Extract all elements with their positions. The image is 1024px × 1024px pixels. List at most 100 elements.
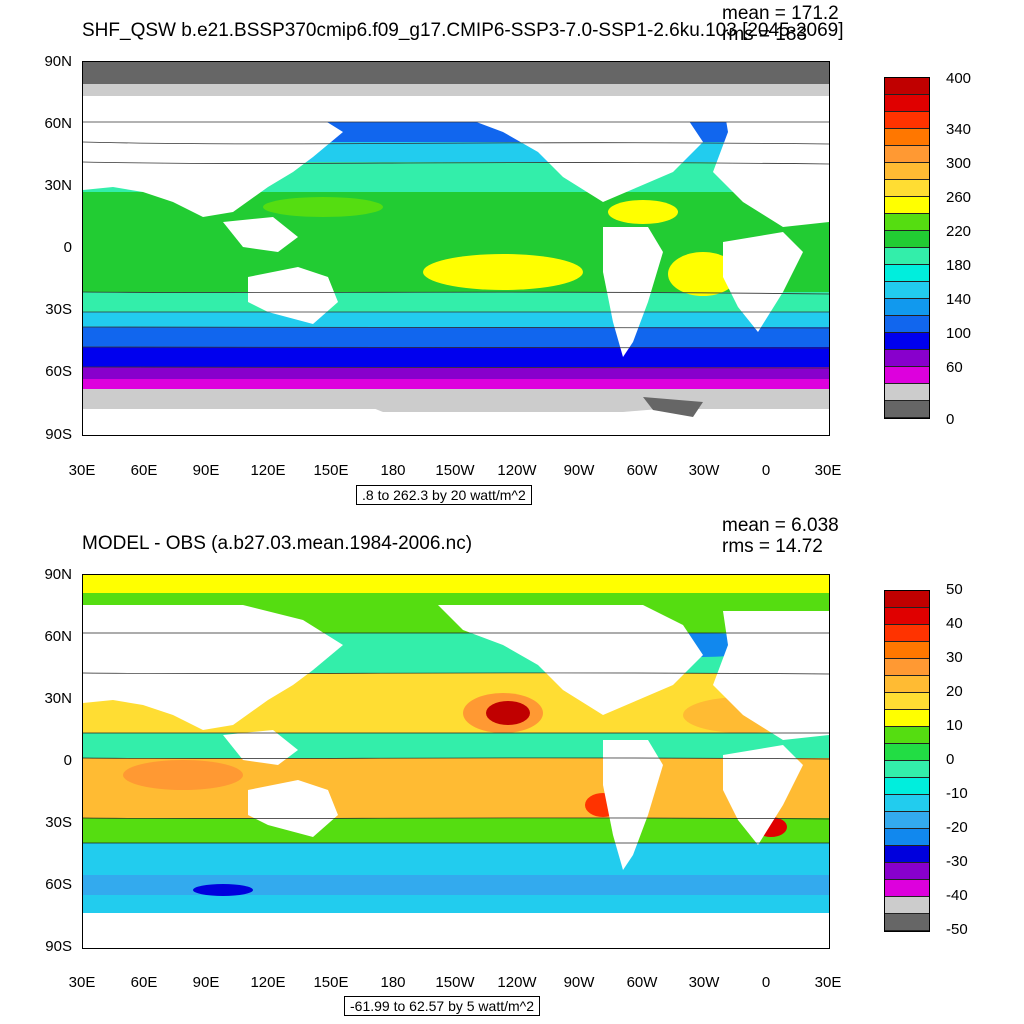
colorbar-segment [885, 384, 929, 401]
colorbar-segment [885, 214, 929, 231]
top-cbar-label-8: 60 [946, 359, 963, 376]
top-colorbar [884, 77, 930, 419]
bottom-rms: rms = 14.72 [722, 536, 823, 557]
bottom-cbar-label-4: 10 [946, 717, 963, 734]
colorbar-segment [885, 642, 929, 659]
bottom-cbar-label-2: 30 [946, 649, 963, 666]
colorbar-segment [885, 129, 929, 146]
bottom-cbar-label-3: 20 [946, 683, 963, 700]
top-xlabel-6: 150W [435, 462, 475, 479]
colorbar-segment [885, 659, 929, 676]
bottom-cbar-label-10: -50 [946, 921, 968, 938]
colorbar-segment [885, 180, 929, 197]
bottom-xlabel-11: 0 [761, 974, 771, 991]
top-cbar-label-1: 340 [946, 121, 972, 138]
top-cbar-label-7: 100 [946, 325, 972, 342]
colorbar-segment [885, 299, 929, 316]
bottom-xlabel-5: 180 [380, 974, 406, 991]
top-ylabel-5: 60S [45, 363, 72, 380]
colorbar-segment [885, 367, 929, 384]
colorbar-segment [885, 231, 929, 248]
top-range-label: .8 to 262.3 by 20 watt/m^2 [356, 485, 532, 505]
top-cbar-label-2: 300 [946, 155, 972, 172]
top-cbar-label-9: 0 [946, 411, 955, 428]
top-xlabel-7: 120W [497, 462, 537, 479]
bottom-cbar-label-5: 0 [946, 751, 955, 768]
bottom-ylabel-4: 30S [45, 814, 72, 831]
top-xlabel-2: 90E [192, 462, 220, 479]
top-xlabel-1: 60E [130, 462, 158, 479]
top-cbar-label-5: 180 [946, 257, 972, 274]
bottom-map [82, 574, 830, 949]
colorbar-segment [885, 897, 929, 914]
top-cbar-label-4: 220 [946, 223, 972, 240]
bottom-cbar-label-0: 50 [946, 581, 963, 598]
colorbar-segment [885, 727, 929, 744]
colorbar-segment [885, 78, 929, 95]
top-cbar-label-6: 140 [946, 291, 972, 308]
top-ylabel-1: 60N [44, 115, 72, 132]
bottom-xlabel-2: 90E [192, 974, 220, 991]
colorbar-segment [885, 812, 929, 829]
colorbar-segment [885, 625, 929, 642]
bottom-cbar-label-9: -40 [946, 887, 968, 904]
bottom-range-label: -61.99 to 62.57 by 5 watt/m^2 [344, 996, 541, 1016]
bottom-ylabel-6: 90S [45, 938, 72, 955]
bottom-xlabel-0: 30E [68, 974, 96, 991]
bottom-xlabel-1: 60E [130, 974, 158, 991]
top-xlabel-5: 180 [380, 462, 406, 479]
top-ylabel-2: 30N [44, 177, 72, 194]
colorbar-segment [885, 693, 929, 710]
colorbar-segment [885, 914, 929, 931]
bottom-ylabel-2: 30N [44, 690, 72, 707]
colorbar-segment [885, 880, 929, 897]
top-xlabel-0: 30E [68, 462, 96, 479]
top-ylabel-0: 90N [44, 53, 72, 70]
top-map [82, 61, 830, 436]
bottom-xlabel-8: 90W [563, 974, 595, 991]
top-xlabel-11: 0 [761, 462, 771, 479]
colorbar-segment [885, 829, 929, 846]
bottom-xlabel-10: 30W [688, 974, 720, 991]
top-xlabel-10: 30W [688, 462, 720, 479]
bottom-xlabel-9: 60W [626, 974, 658, 991]
top-cbar-label-0: 400 [946, 70, 972, 87]
bottom-cbar-label-7: -20 [946, 819, 968, 836]
colorbar-segment [885, 608, 929, 625]
colorbar-segment [885, 282, 929, 299]
bottom-panel: MODEL - OBS (a.b27.03.mean.1984-2006.nc)… [0, 512, 1024, 1024]
top-panel: SHF_QSW b.e21.BSSP370cmip6.f09_g17.CMIP6… [44, 3, 972, 505]
colorbar-segment [885, 350, 929, 367]
bottom-cbar-label-6: -10 [946, 785, 968, 802]
colorbar-segment [885, 265, 929, 282]
colorbar-segment [885, 197, 929, 214]
top-rms: rms = 183 [722, 24, 808, 45]
colorbar-segment [885, 710, 929, 727]
top-map-svg [83, 62, 829, 435]
bottom-ylabel-1: 60N [44, 628, 72, 645]
colorbar-segment [885, 95, 929, 112]
colorbar-segment [885, 333, 929, 350]
top-title: SHF_QSW b.e21.BSSP370cmip6.f09_g17.CMIP6… [82, 20, 844, 41]
bottom-xlabel-6: 150W [435, 974, 475, 991]
colorbar-segment [885, 316, 929, 333]
bottom-map-svg [83, 575, 829, 948]
top-xlabel-9: 60W [626, 462, 658, 479]
top-cbar-label-3: 260 [946, 189, 972, 206]
bottom-xlabel-12: 30E [814, 974, 842, 991]
top-xlabel-3: 120E [250, 462, 286, 479]
bottom-xlabel-4: 150E [313, 974, 349, 991]
colorbar-segment [885, 112, 929, 129]
top-ylabel-3: 0 [63, 239, 72, 256]
top-ylabel-6: 90S [45, 426, 72, 443]
colorbar-segment [885, 795, 929, 812]
bottom-ylabel-3: 0 [63, 752, 72, 769]
bottom-ylabel-5: 60S [45, 876, 72, 893]
top-ylabel-4: 30S [45, 301, 72, 318]
colorbar-segment [885, 146, 929, 163]
top-mean: mean = 171.2 [722, 3, 839, 24]
colorbar-segment [885, 778, 929, 795]
top-xlabel-12: 30E [814, 462, 842, 479]
bottom-xlabel-7: 120W [497, 974, 537, 991]
colorbar-segment [885, 744, 929, 761]
